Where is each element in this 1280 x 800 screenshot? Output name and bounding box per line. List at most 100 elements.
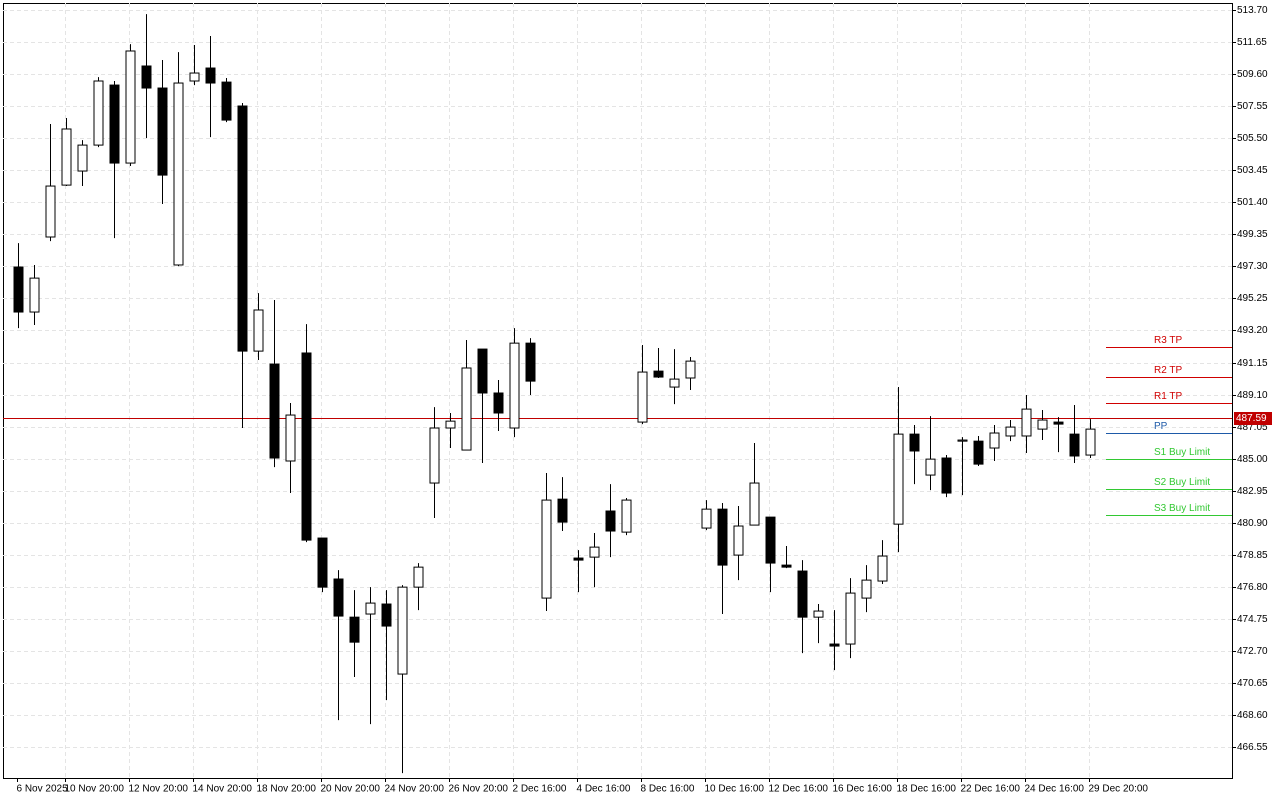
- candle-body: [989, 432, 1000, 449]
- candle-body: [653, 370, 664, 378]
- y-tick-label: 501.40: [1237, 197, 1268, 208]
- y-tick-label: 474.75: [1237, 614, 1268, 625]
- candle-body: [621, 499, 632, 533]
- candle-body: [301, 352, 312, 541]
- y-tick-label: 491.15: [1237, 358, 1268, 369]
- candle-body: [893, 433, 904, 525]
- x-tick-label: 12 Nov 20:00: [129, 784, 189, 795]
- y-tick-label: 487.05: [1237, 422, 1268, 433]
- candle-body: [669, 378, 680, 388]
- candles: [13, 14, 1096, 774]
- y-tick-label: 509.60: [1237, 69, 1268, 80]
- candle-body: [237, 105, 248, 352]
- level-label: PP: [1154, 421, 1168, 432]
- candle-body: [333, 578, 344, 617]
- candle-body: [877, 555, 888, 582]
- candle-body: [557, 498, 568, 523]
- x-tick-label: 8 Dec 16:00: [641, 784, 695, 795]
- x-tick-label: 22 Dec 16:00: [961, 784, 1021, 795]
- candle-body: [93, 80, 104, 146]
- candle-body: [733, 525, 744, 556]
- level-label: R3 TP: [1154, 335, 1182, 346]
- x-tick-label: 12 Dec 16:00: [769, 784, 829, 795]
- y-tick-label: 497.30: [1237, 261, 1268, 272]
- x-tick-label: 16 Dec 16:00: [833, 784, 893, 795]
- y-tick-label: 513.70: [1237, 5, 1268, 16]
- candle-body: [781, 564, 792, 568]
- y-tick-label: 485.00: [1237, 454, 1268, 465]
- candle-body: [701, 508, 712, 529]
- candle-body: [813, 610, 824, 618]
- candle-body: [29, 277, 40, 313]
- candle-body: [685, 360, 696, 379]
- candle-body: [397, 586, 408, 675]
- candle-body: [157, 87, 168, 176]
- candle-body: [909, 433, 920, 452]
- candle-body: [285, 414, 296, 462]
- x-tick-label: 29 Dec 20:00: [1089, 784, 1149, 795]
- y-tick-label: 495.25: [1237, 293, 1268, 304]
- candle-body: [765, 516, 776, 564]
- candle-body: [189, 72, 200, 82]
- candle-body: [941, 457, 952, 494]
- candle-body: [589, 546, 600, 558]
- x-tick-label: 6 Nov 2025: [17, 784, 69, 795]
- plot-frame: [3, 3, 1233, 779]
- x-tick-label: 10 Nov 20:00: [65, 784, 125, 795]
- candle-body: [509, 342, 520, 429]
- level-label: S1 Buy Limit: [1154, 447, 1210, 458]
- candle-body: [365, 602, 376, 615]
- candle-body: [269, 363, 280, 459]
- candle-body: [1085, 428, 1096, 456]
- x-tick-label: 18 Dec 16:00: [897, 784, 957, 795]
- candle-body: [125, 50, 136, 164]
- y-tick-label: 489.10: [1237, 390, 1268, 401]
- candle-body: [829, 643, 840, 647]
- y-tick-label: 468.60: [1237, 710, 1268, 721]
- candle-body: [205, 67, 216, 84]
- y-tick-label: 482.95: [1237, 486, 1268, 497]
- candle-body: [13, 266, 24, 313]
- y-tick-label: 466.55: [1237, 742, 1268, 753]
- y-tick-label: 505.50: [1237, 133, 1268, 144]
- candle-body: [1069, 433, 1080, 457]
- candle-body: [1021, 408, 1032, 437]
- candle-body: [1005, 426, 1016, 437]
- candle-body: [637, 371, 648, 423]
- candle-body: [381, 603, 392, 627]
- candle-body: [429, 427, 440, 484]
- candle-body: [717, 508, 728, 566]
- candle-body: [221, 81, 232, 121]
- candle-body: [77, 144, 88, 172]
- candle-body: [349, 616, 360, 643]
- candle-body: [61, 128, 72, 186]
- x-tick-label: 10 Dec 16:00: [705, 784, 765, 795]
- y-tick-label: 511.65: [1237, 37, 1267, 48]
- candle-body: [493, 392, 504, 414]
- candle-body: [957, 439, 968, 442]
- axes: 513.70 511.65 509.60 507.55 505.50 503.45 501.…: [17, 5, 1272, 795]
- candle-body: [973, 440, 984, 465]
- grid: [3, 3, 1232, 778]
- level-label: S3 Buy Limit: [1154, 503, 1210, 514]
- y-tick-label: 470.65: [1237, 678, 1268, 689]
- candle-body: [45, 185, 56, 238]
- current-price-box: [1234, 412, 1272, 425]
- y-tick-label: 503.45: [1237, 165, 1268, 176]
- y-tick-label: 499.35: [1237, 229, 1268, 240]
- y-tick-label: 480.90: [1237, 518, 1268, 529]
- candle-body: [573, 557, 584, 561]
- candle-body: [173, 82, 184, 266]
- level-label: R1 TP: [1154, 391, 1182, 402]
- level-label: R2 TP: [1154, 365, 1182, 376]
- current-price-label: 487.59: [1236, 413, 1267, 424]
- candle-body: [413, 566, 424, 588]
- candle-body: [477, 348, 488, 394]
- y-tick-label: 472.70: [1237, 646, 1268, 657]
- y-tick-label: 476.80: [1237, 582, 1268, 593]
- x-tick-label: 18 Nov 20:00: [257, 784, 317, 795]
- candle-body: [109, 84, 120, 164]
- level-label: S2 Buy Limit: [1154, 477, 1210, 488]
